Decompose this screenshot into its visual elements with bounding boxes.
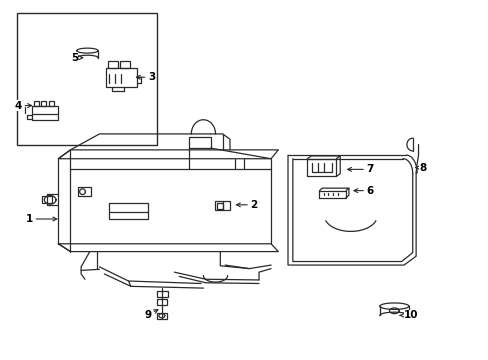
Bar [34, 101, 39, 106]
Text: 10: 10 [400, 310, 418, 320]
Text: 6: 6 [353, 186, 373, 195]
Text: 5: 5 [71, 53, 82, 63]
Bar [108, 61, 118, 68]
Bar [105, 68, 137, 87]
Bar [120, 61, 130, 68]
Bar [109, 203, 147, 219]
Bar [156, 312, 167, 319]
Text: 3: 3 [136, 72, 155, 82]
Bar [188, 137, 210, 148]
Bar [217, 203, 223, 209]
Text: 8: 8 [415, 163, 426, 172]
Bar [156, 291, 168, 297]
Bar [32, 106, 58, 121]
Bar [17, 13, 157, 145]
Text: 7: 7 [347, 165, 373, 174]
Bar [215, 201, 229, 210]
Bar [49, 101, 53, 106]
Text: 1: 1 [26, 214, 57, 224]
Bar [42, 196, 52, 203]
Text: 2: 2 [236, 200, 257, 210]
Bar [157, 300, 167, 305]
Bar [41, 101, 46, 106]
Text: 4: 4 [15, 100, 32, 111]
Bar [78, 187, 91, 196]
Text: 9: 9 [144, 310, 158, 320]
